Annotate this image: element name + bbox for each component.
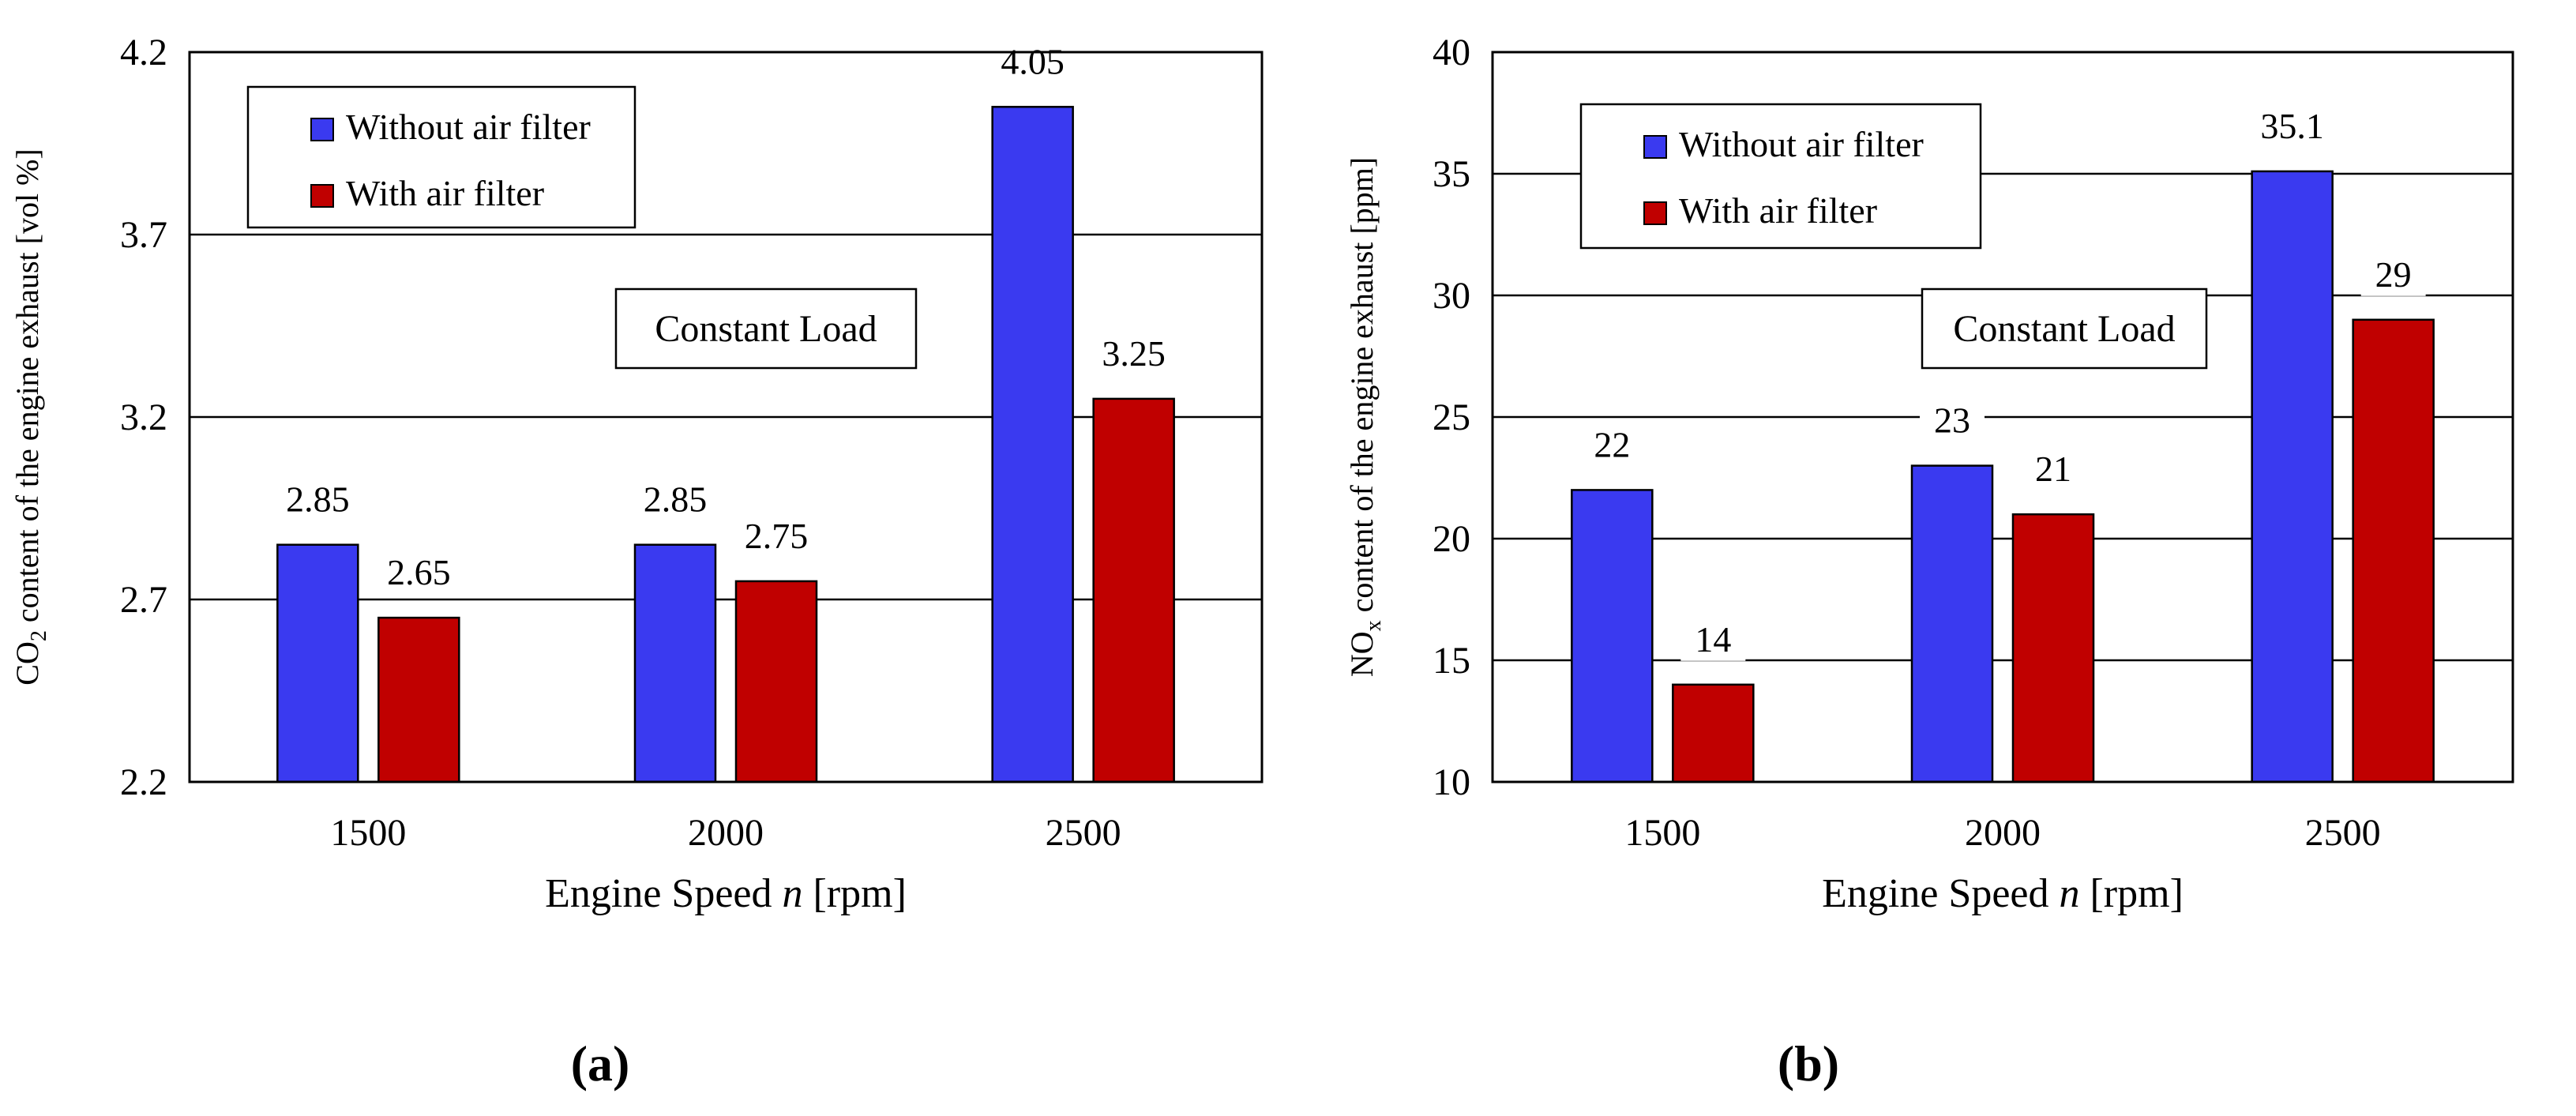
bar-with-filter-2000	[2011, 513, 2095, 783]
x-axis-title-unit: [rpm]	[802, 871, 906, 916]
x-axis-title-variable: n	[2059, 871, 2079, 916]
bar-with-filter-2000	[734, 580, 818, 783]
data-label-background	[2021, 451, 2086, 491]
x-tick-label: 2500	[1046, 812, 1121, 854]
x-axis-title-variable: n	[782, 871, 802, 916]
y-tick-label: 3.2	[120, 396, 167, 438]
data-label: 2.75	[745, 516, 809, 556]
annotation-constant-load: Constant Load	[655, 308, 877, 350]
data-label: 29	[2375, 254, 2412, 295]
x-axis-title-text: Engine Speed	[545, 871, 782, 916]
data-label: 4.05	[1001, 41, 1065, 81]
x-axis-title: Engine Speed n [rpm]	[1822, 871, 2184, 916]
y-axis-title: NOx content of the engine exhaust [ppm]	[1344, 157, 1386, 677]
data-label-background	[265, 481, 371, 521]
y-axis-title-suffix: content of the engine exhaust [ppm]	[1344, 157, 1380, 620]
y-axis-title-prefix: CO	[9, 641, 45, 686]
y-tick-label: 35	[1433, 153, 1470, 195]
y-tick-label: 3.7	[120, 214, 167, 256]
y-tick-label: 40	[1433, 32, 1470, 73]
x-tick-label: 1500	[1624, 812, 1700, 854]
data-label-background	[2239, 107, 2345, 148]
y-axis-title-subscript: 2	[27, 630, 51, 641]
bar-with-filter-1500	[377, 616, 460, 783]
data-label-background	[1920, 402, 1985, 442]
data-label: 22	[1594, 424, 1630, 464]
y-tick-label: 20	[1433, 518, 1470, 560]
bar-without-filter-2500	[991, 106, 1074, 783]
y-axis-title-prefix: NO	[1344, 631, 1380, 677]
x-tick-label: 1500	[330, 812, 406, 854]
x-tick-label: 2500	[2305, 812, 2381, 854]
data-label-background	[1579, 426, 1645, 467]
plot-frame	[1491, 51, 2514, 783]
legend-label-with-filter: With air filter	[1679, 190, 1877, 231]
y-axis-title-subscript: x	[1361, 620, 1386, 631]
data-label-background	[1080, 335, 1187, 375]
legend-swatch-without-filter	[310, 118, 334, 141]
y-tick-label: 2.2	[120, 761, 167, 803]
data-label-background	[366, 554, 472, 595]
legend-swatch-with-filter	[310, 184, 334, 208]
legend-swatch-with-filter	[1643, 201, 1667, 225]
annotation-box	[1921, 287, 2208, 370]
data-label-background	[2360, 256, 2426, 296]
x-tick-label: 2000	[1965, 812, 2041, 854]
x-axis-title: Engine Speed n [rpm]	[545, 871, 907, 916]
bar-without-filter-1500	[1571, 489, 1654, 783]
data-label: 23	[1934, 400, 1970, 441]
y-tick-label: 2.7	[120, 579, 167, 621]
annotation-constant-load: Constant Load	[1953, 308, 2175, 350]
panel-label: (a)	[571, 1035, 630, 1092]
chart-panel-b: 22 14 1500 23 21 2000 35.1 29 2500 10 15 20 25 30 35 40…	[1344, 32, 2514, 1092]
bar-with-filter-1500	[1672, 683, 1755, 783]
data-label: 35.1	[2260, 106, 2324, 146]
y-axis-title: CO2 content of the engine exhaust [vol %…	[9, 148, 51, 685]
data-label-background	[723, 517, 829, 558]
plot-frame	[188, 51, 1264, 783]
data-label: 3.25	[1102, 333, 1166, 374]
bar-without-filter-2000	[1910, 464, 1994, 783]
bar-with-filter-2500	[1092, 397, 1175, 783]
data-label: 21	[2035, 449, 2071, 489]
panel-label: (b)	[1778, 1035, 1839, 1092]
data-label-background	[979, 43, 1086, 84]
data-label: 2.85	[644, 479, 708, 520]
y-tick-label: 30	[1433, 275, 1470, 317]
bar-without-filter-1500	[276, 543, 359, 783]
x-tick-label: 2000	[688, 812, 764, 854]
y-tick-label: 25	[1433, 396, 1470, 438]
data-label: 2.65	[387, 552, 451, 592]
y-tick-label: 10	[1433, 761, 1470, 803]
legend-swatch-without-filter	[1643, 135, 1667, 159]
y-axis-title-suffix: content of the engine exhaust [vol %]	[9, 148, 45, 630]
legend-label-without-filter: Without air filter	[346, 107, 591, 147]
y-tick-label: 15	[1433, 640, 1470, 682]
bar-without-filter-2500	[2251, 170, 2334, 783]
data-label: 14	[1695, 619, 1731, 659]
chart-panel-a: 2.85 2.65 1500 2.85 2.75 2000 4.05 3.25 2500 2.2 2…	[9, 32, 1264, 1092]
legend-label-without-filter: Without air filter	[1679, 124, 1924, 164]
data-label: 2.85	[286, 479, 350, 520]
y-tick-label: 4.2	[120, 32, 167, 73]
data-label-background	[1680, 621, 1746, 661]
bar-with-filter-2500	[2352, 318, 2435, 783]
x-axis-title-text: Engine Speed	[1822, 871, 2059, 916]
data-label-background	[622, 481, 728, 521]
x-axis-title-unit: [rpm]	[2079, 871, 2183, 916]
legend-label-with-filter: With air filter	[346, 173, 544, 213]
annotation-box	[614, 287, 918, 370]
bar-without-filter-2000	[633, 543, 717, 783]
